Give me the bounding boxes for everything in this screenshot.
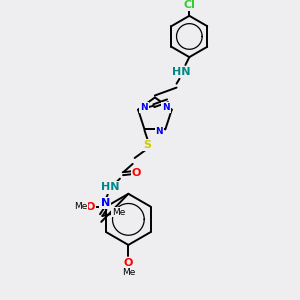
- Text: Me: Me: [112, 208, 126, 217]
- Text: S: S: [143, 140, 152, 150]
- Text: Me: Me: [122, 268, 135, 277]
- Text: N: N: [140, 103, 148, 112]
- Text: N: N: [100, 198, 110, 208]
- Text: N: N: [156, 127, 163, 136]
- Text: Me: Me: [74, 202, 87, 211]
- Text: O: O: [86, 202, 95, 212]
- Text: Cl: Cl: [183, 0, 195, 10]
- Text: O: O: [124, 258, 133, 268]
- Text: HN: HN: [101, 182, 119, 193]
- Text: N: N: [162, 103, 170, 112]
- Text: O: O: [132, 168, 141, 178]
- Text: HN: HN: [172, 67, 191, 77]
